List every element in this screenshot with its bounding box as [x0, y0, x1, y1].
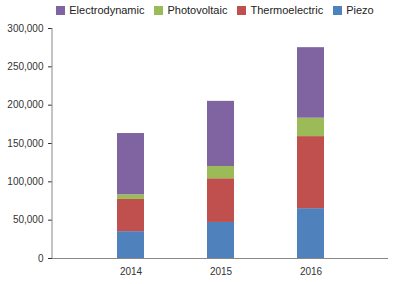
svg-text:300,000: 300,000: [7, 23, 44, 34]
html-text:Thermoelectric: Thermoelectric: [250, 4, 324, 16]
html-text:Piezo: Piezo: [346, 4, 374, 16]
svg-text:2014: 2014: [120, 266, 143, 277]
svg-text:2015: 2015: [210, 266, 233, 277]
html-text:Electrodynamic: Electrodynamic: [69, 4, 145, 16]
svg-text:0: 0: [38, 253, 44, 264]
svg-text:2016: 2016: [300, 266, 323, 277]
svg-text:50,000: 50,000: [13, 214, 44, 225]
svg-text:200,000: 200,000: [7, 99, 44, 110]
html-text:Photovoltaic: Photovoltaic: [167, 4, 228, 16]
svg-text:150,000: 150,000: [7, 138, 44, 149]
svg-text:100,000: 100,000: [7, 176, 44, 187]
svg-text:250,000: 250,000: [7, 61, 44, 72]
